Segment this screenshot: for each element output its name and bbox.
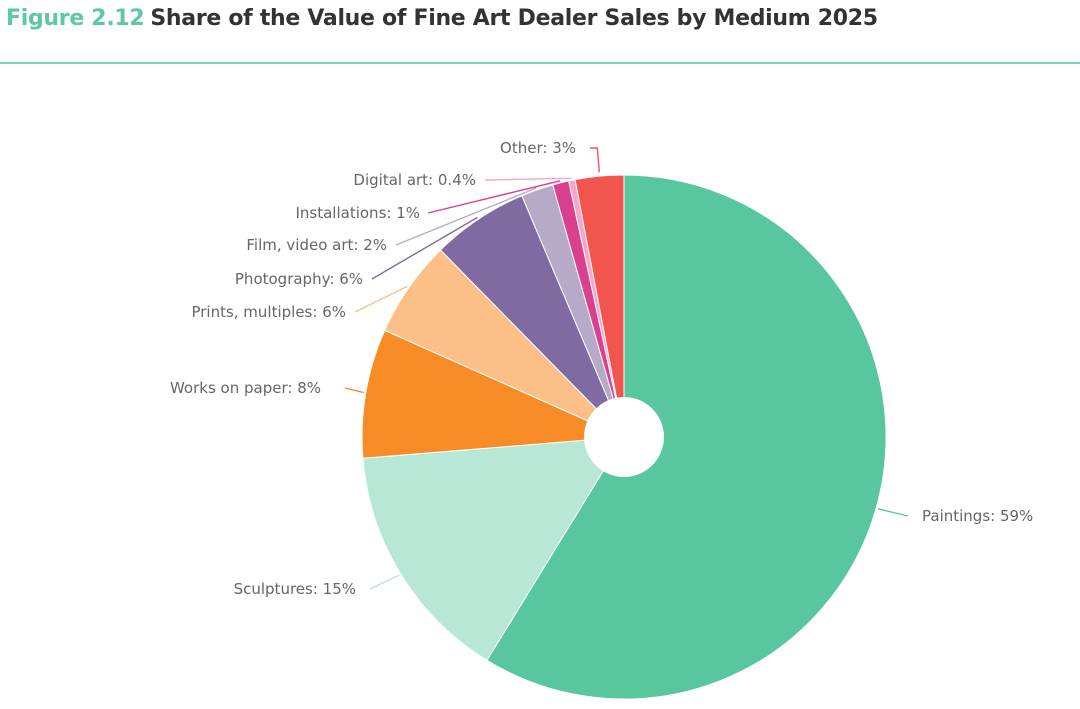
label-film-video-art: Film, video art: 2% — [246, 236, 387, 254]
label-installations: Installations: 1% — [295, 204, 420, 222]
figure-title: Share of the Value of Fine Art Dealer Sa… — [150, 6, 878, 31]
label-prints-multiples: Prints, multiples: 6% — [191, 303, 346, 321]
donut-hole — [584, 397, 664, 477]
label-sculptures: Sculptures: 15% — [234, 580, 356, 598]
figure-header: Figure 2.12 Share of the Value of Fine Ar… — [6, 2, 878, 36]
label-photography: Photography: 6% — [235, 270, 363, 288]
title-divider — [0, 62, 1080, 64]
label-paintings: Paintings: 59% — [922, 507, 1033, 525]
label-digital-art: Digital art: 0.4% — [353, 171, 476, 189]
leader-line-sculptures — [369, 574, 400, 590]
leader-line-installations — [427, 180, 561, 214]
leader-line-film-video-art — [395, 187, 537, 246]
slice-works-on-paper — [361, 329, 625, 459]
slice-other — [574, 174, 625, 438]
label-works-on-paper: Works on paper: 8% — [170, 379, 321, 397]
figure-number: Figure 2.12 — [6, 6, 145, 31]
leader-line-prints-multiples — [354, 285, 408, 313]
leader-line-paintings — [877, 508, 909, 517]
label-other: Other: 3% — [500, 139, 576, 157]
leader-line-works-on-paper — [344, 387, 364, 394]
slice-sculptures — [362, 436, 625, 661]
leader-line-photography — [371, 216, 478, 280]
slice-paintings — [486, 174, 887, 700]
leader-line-other — [590, 147, 600, 173]
leader-line-digital-art — [484, 177, 572, 181]
